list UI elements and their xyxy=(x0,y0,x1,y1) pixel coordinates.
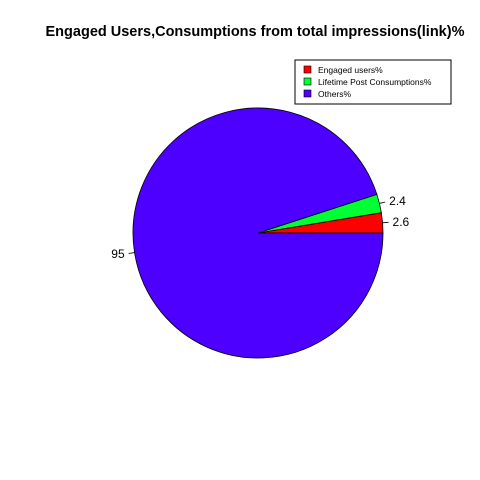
legend-swatch-2 xyxy=(303,89,312,98)
pie-slice-2 xyxy=(132,107,384,359)
chart-title: Engaged Users,Consumptions from total im… xyxy=(46,24,465,40)
legend-swatch-0 xyxy=(303,65,312,74)
legend: Engaged users% Lifetime Post Consumptions… xyxy=(294,59,452,105)
legend-box xyxy=(294,59,452,105)
legend-label-0: Engaged users% xyxy=(318,65,383,75)
slice-labels: 2.6 2.4 95 xyxy=(111,194,409,261)
label-leader-1 xyxy=(379,201,386,204)
slice-label-1: 2.4 xyxy=(389,194,406,208)
legend-swatch-1 xyxy=(303,77,312,86)
legend-label-1: Lifetime Post Consumptions% xyxy=(318,77,432,87)
label-leader-2 xyxy=(128,252,135,254)
slice-label-0: 2.6 xyxy=(393,215,410,229)
pie-slices xyxy=(132,107,384,359)
slice-label-2: 95 xyxy=(111,247,125,261)
legend-label-2: Others% xyxy=(318,89,352,99)
